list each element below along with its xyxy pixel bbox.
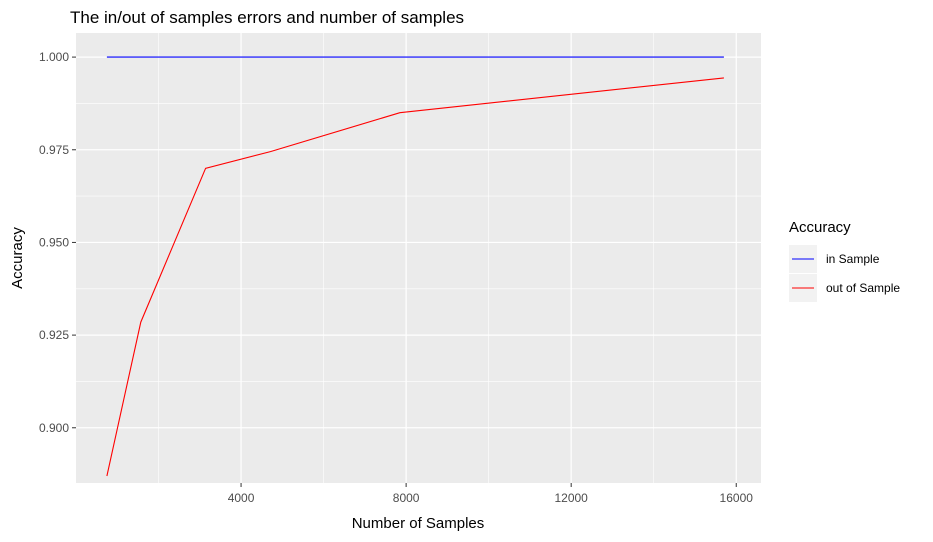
x-tick-label: 12000 [554, 491, 588, 505]
x-tick-label: 16000 [720, 491, 754, 505]
axis-ticks: 4000 8000 12000 16000 0.900 0.925 0.950 0.975 1.… [39, 50, 753, 505]
x-tick-label: 8000 [393, 491, 420, 505]
series-layer [106, 56, 724, 477]
y-tick-label: 0.950 [39, 235, 69, 249]
x-axis-label: Number of Samples [352, 515, 485, 532]
y-tick-label: 0.925 [39, 328, 69, 342]
chart-title: The in/out of samples errors and number … [70, 8, 464, 27]
legend-label-0: in Sample [826, 252, 880, 266]
series-line-1 [106, 77, 724, 477]
legend: Accuracy in Sample out of Sample [789, 219, 900, 302]
plot-panel [76, 33, 761, 483]
x-tick-label: 4000 [228, 491, 255, 505]
y-tick-label: 0.900 [39, 421, 69, 435]
y-tick-label: 1.000 [39, 50, 69, 64]
legend-label-1: out of Sample [826, 281, 900, 295]
y-axis-label: Accuracy [9, 227, 26, 289]
grid-minor [76, 33, 761, 483]
y-tick-label: 0.975 [39, 143, 69, 157]
legend-title: Accuracy [789, 219, 851, 236]
